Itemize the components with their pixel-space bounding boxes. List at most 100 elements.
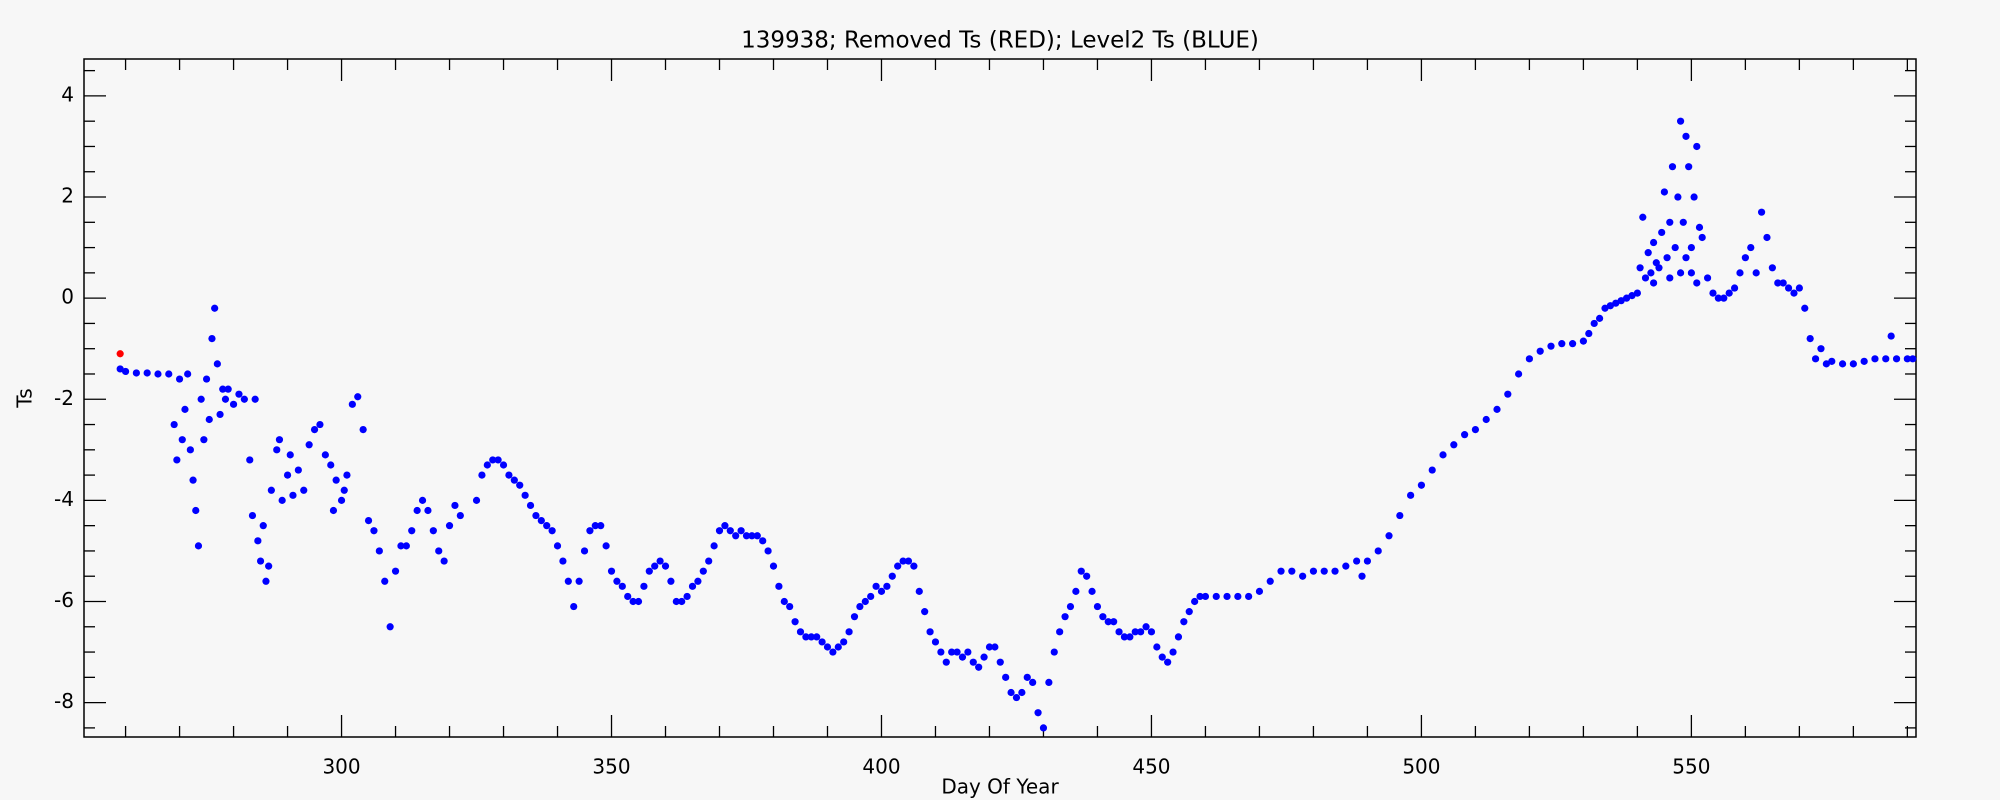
data-point	[1018, 688, 1026, 697]
data-point	[1892, 355, 1901, 363]
data-point	[521, 491, 529, 499]
data-point	[1801, 304, 1809, 312]
data-point	[1903, 355, 1911, 363]
data-point	[1585, 329, 1593, 338]
data-point	[775, 582, 783, 590]
data-point	[1558, 340, 1566, 348]
data-point	[1083, 572, 1091, 580]
data-point	[316, 420, 324, 429]
data-point	[1822, 360, 1830, 368]
data-point	[116, 350, 124, 358]
data-point	[1223, 592, 1231, 601]
data-point	[1757, 208, 1766, 216]
data-point	[1658, 228, 1666, 237]
data-point	[1682, 132, 1690, 140]
data-point	[235, 390, 243, 398]
data-point	[213, 360, 221, 368]
data-point	[165, 370, 173, 378]
data-point	[548, 527, 556, 535]
data-point	[1687, 243, 1695, 252]
data-point	[1180, 618, 1188, 626]
data-point	[656, 557, 664, 565]
data-point	[764, 547, 772, 555]
data-point	[1763, 233, 1771, 242]
data-point	[1023, 673, 1031, 681]
data-point	[1747, 243, 1755, 252]
data-point	[613, 577, 621, 585]
data-point	[1374, 547, 1382, 555]
data-point	[634, 597, 643, 606]
data-point	[1164, 658, 1172, 666]
data-point	[1676, 269, 1685, 277]
data-point	[1695, 223, 1704, 231]
data-point	[1687, 269, 1695, 277]
data-point	[786, 602, 794, 611]
data-point	[1795, 284, 1803, 292]
data-point	[840, 638, 848, 646]
data-point	[1703, 274, 1712, 282]
data-point	[286, 451, 294, 459]
data-point	[1396, 511, 1404, 520]
data-point	[688, 582, 697, 590]
data-point	[267, 486, 275, 494]
data-point	[1663, 254, 1671, 262]
data-point	[1720, 294, 1728, 302]
data-point	[1153, 643, 1161, 651]
data-point	[1320, 567, 1328, 575]
data-point	[931, 638, 940, 646]
data-point	[1639, 213, 1647, 221]
data-point	[181, 405, 189, 413]
data-point	[221, 395, 230, 403]
data-point	[391, 567, 400, 575]
data-point	[1331, 567, 1339, 575]
data-point	[1039, 724, 1048, 732]
data-point	[1045, 678, 1053, 686]
data-point	[1768, 264, 1776, 272]
data-point	[780, 597, 788, 606]
data-point	[845, 628, 853, 636]
data-point	[1450, 441, 1458, 449]
data-point	[1185, 608, 1193, 616]
data-point	[1417, 481, 1426, 489]
y-axis-label: Ts	[13, 388, 37, 408]
data-point	[813, 633, 821, 641]
data-point	[1174, 633, 1183, 641]
data-point	[283, 471, 292, 479]
data-point	[1169, 648, 1177, 656]
y-tick-label: 2	[61, 184, 74, 208]
data-point	[370, 527, 378, 535]
data-point	[969, 658, 977, 666]
data-point	[985, 643, 994, 651]
data-point	[1515, 370, 1523, 378]
data-point	[769, 562, 778, 570]
data-point	[1666, 218, 1674, 226]
data-point	[1050, 648, 1058, 656]
data-point	[1709, 289, 1717, 297]
data-point	[834, 643, 842, 651]
data-point	[381, 577, 389, 585]
data-point	[364, 517, 373, 525]
data-point	[958, 653, 967, 661]
data-point	[1034, 709, 1042, 717]
data-point	[1784, 284, 1793, 292]
data-point	[1628, 292, 1636, 300]
data-point	[1741, 254, 1749, 262]
data-point	[483, 461, 491, 469]
data-point	[143, 369, 151, 377]
y-tick-label: 0	[61, 285, 74, 309]
y-tick-label: -2	[54, 386, 74, 410]
data-point	[194, 542, 203, 550]
data-point	[1752, 269, 1760, 277]
data-point	[872, 582, 880, 590]
data-point	[289, 491, 297, 499]
data-point	[1142, 623, 1150, 631]
data-point	[489, 456, 497, 464]
data-point	[1601, 304, 1609, 312]
data-point	[259, 522, 267, 530]
data-point	[526, 501, 535, 510]
data-point	[386, 623, 394, 631]
data-point	[424, 506, 432, 515]
data-point	[170, 420, 178, 429]
data-point	[186, 446, 194, 454]
data-point	[1428, 466, 1436, 474]
